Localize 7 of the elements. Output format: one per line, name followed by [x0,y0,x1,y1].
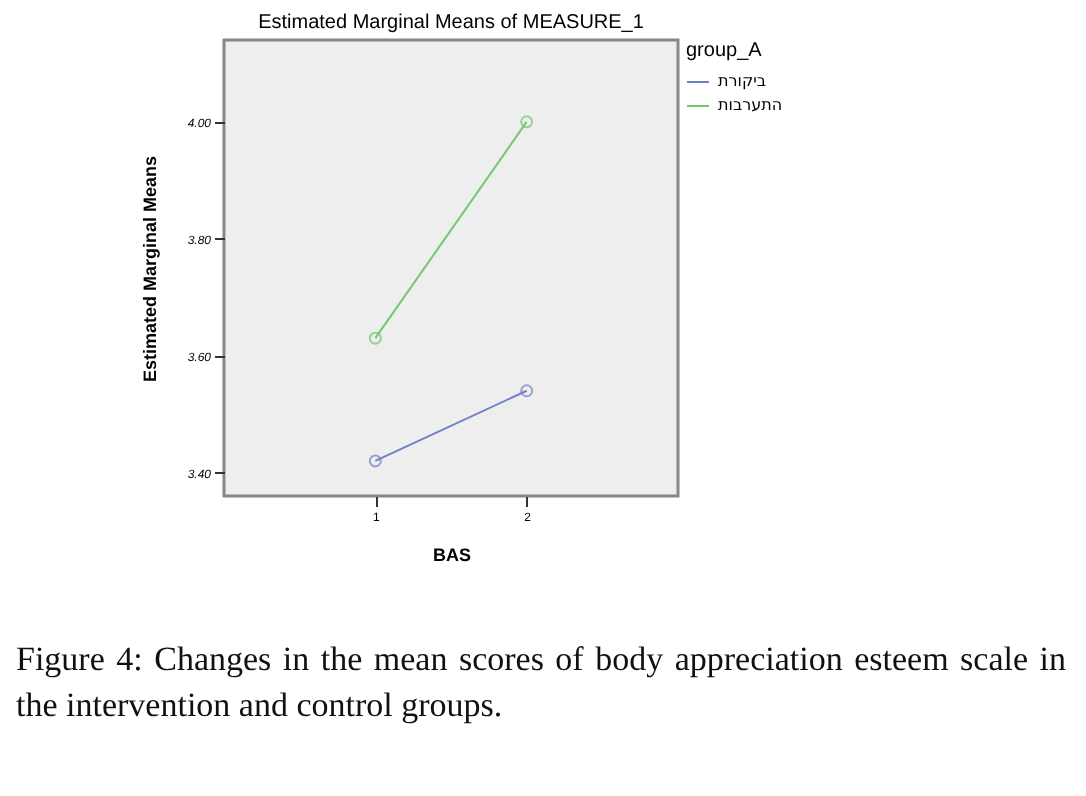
y-axis-title: Estimated Marginal Means [139,155,160,383]
legend-label: ביקורת [718,72,767,90]
legend-title: group_A [686,40,763,62]
legend-label: התערבות [718,96,783,114]
x-axis-title: BAS [432,545,472,565]
caption: Figure 4: Changes in the mean scores of body appreciation esteem scale in the intervention and control groups. [16,638,1066,728]
chart-title: Estimated Marginal Means of MEASURE_1 [258,12,645,34]
